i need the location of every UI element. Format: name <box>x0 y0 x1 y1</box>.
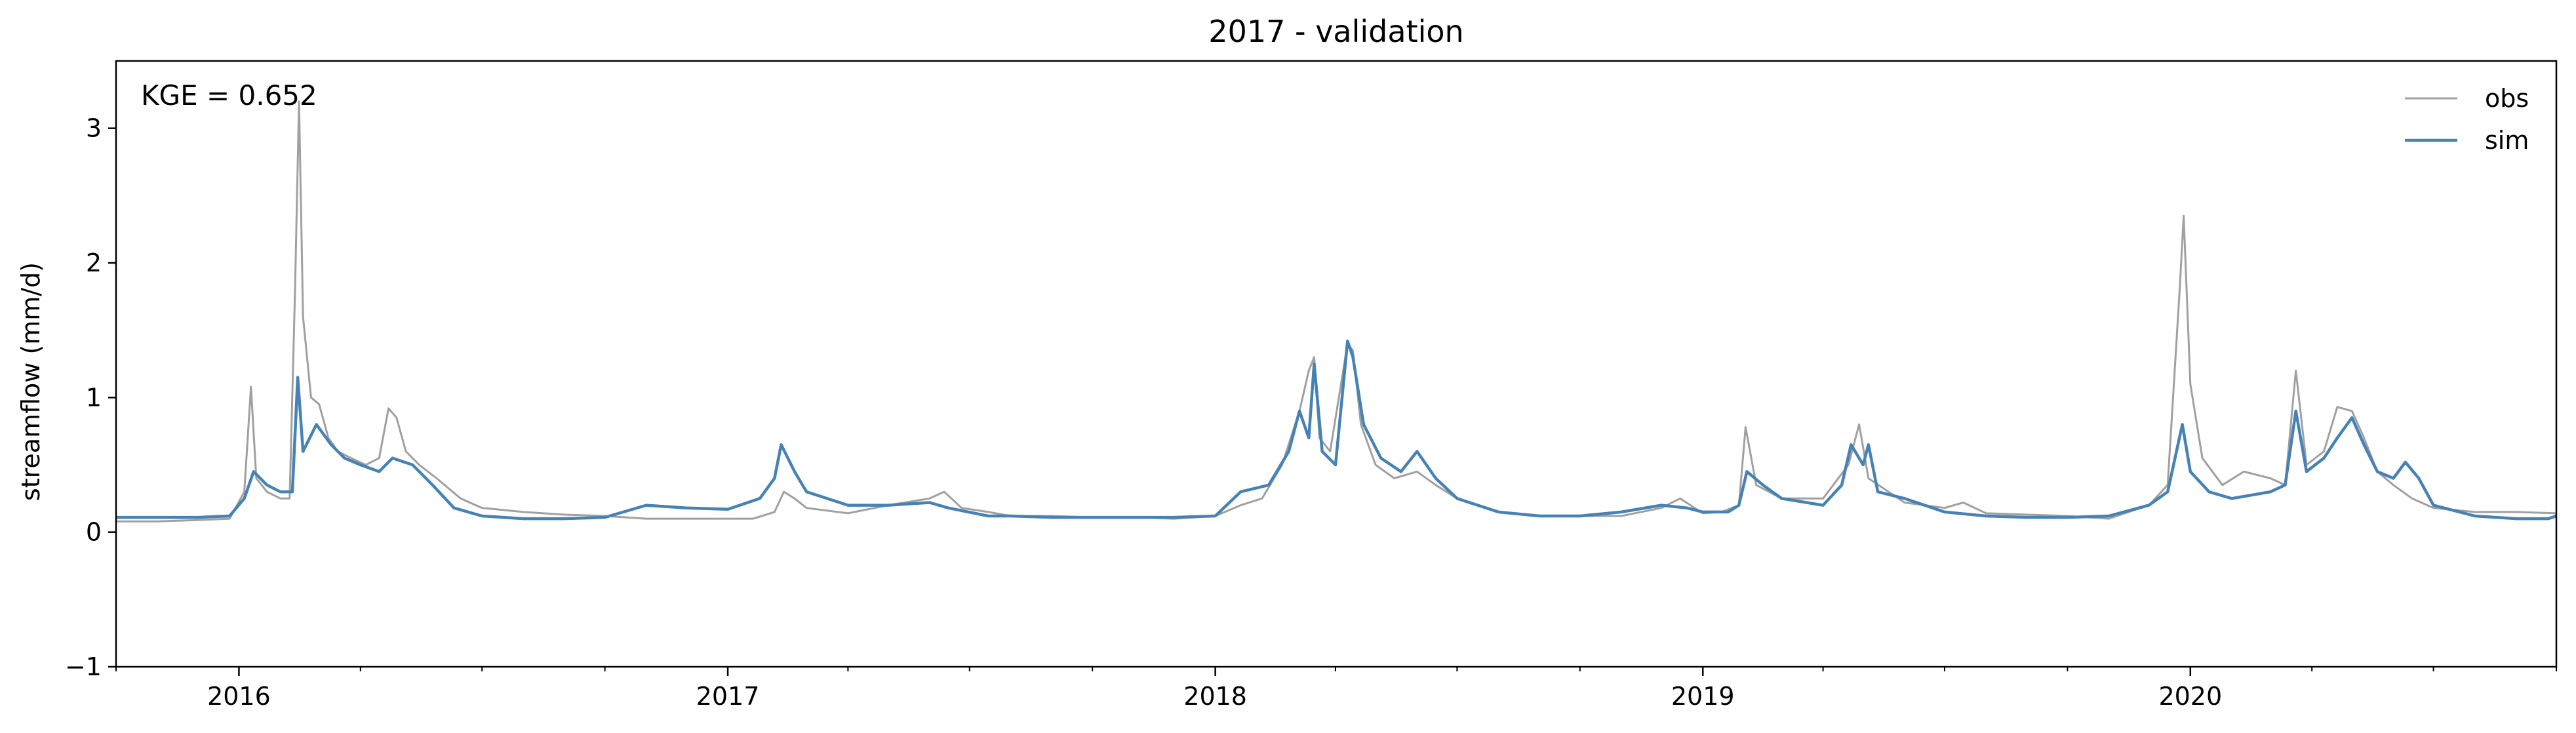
kge-annotation: KGE = 0.652 <box>141 79 317 111</box>
y-tick-label: 3 <box>86 114 102 143</box>
legend-label-sim: sim <box>2485 126 2529 155</box>
y-axis-label: streamflow (mm/d) <box>16 262 45 501</box>
chart-title: 2017 - validation <box>1208 14 1463 49</box>
x-tick-label: 2019 <box>1671 682 1735 711</box>
y-tick-label: 1 <box>86 383 102 412</box>
legend: obs sim <box>2405 84 2529 155</box>
x-tick-label: 2018 <box>1183 682 1247 711</box>
series-layer <box>116 100 2557 523</box>
y-tick-label: −1 <box>65 652 102 681</box>
x-axis: 2016 2017 2018 2019 2020 <box>115 667 2557 711</box>
x-tick-label: 2017 <box>696 682 760 711</box>
series-line-sim <box>116 339 2557 521</box>
y-tick-label: 0 <box>86 518 102 547</box>
plot-frame <box>115 60 2558 668</box>
y-axis: −1 0 1 2 3 <box>65 114 116 681</box>
y-tick-label: 2 <box>86 248 102 277</box>
x-tick-label: 2016 <box>207 682 271 711</box>
legend-label-obs: obs <box>2485 84 2529 113</box>
x-tick-label: 2020 <box>2158 682 2222 711</box>
